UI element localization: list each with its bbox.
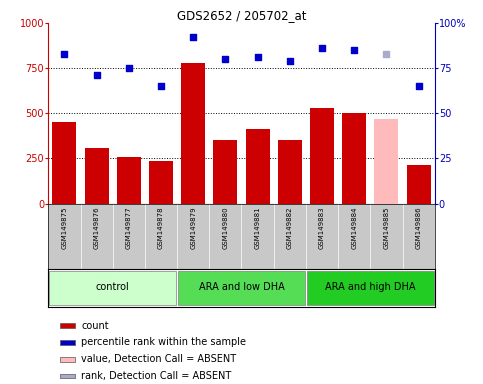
Bar <box>60 323 75 328</box>
Bar <box>49 271 176 305</box>
Bar <box>60 340 75 345</box>
Text: ARA and low DHA: ARA and low DHA <box>199 282 284 292</box>
Bar <box>342 113 366 204</box>
Point <box>415 83 423 89</box>
Bar <box>213 141 238 204</box>
Bar <box>149 161 173 204</box>
Text: GSM149879: GSM149879 <box>190 206 196 249</box>
Text: GSM149876: GSM149876 <box>94 206 99 249</box>
Point <box>93 72 100 78</box>
Bar <box>407 165 431 204</box>
Bar <box>181 63 205 204</box>
Point <box>60 51 68 57</box>
Text: rank, Detection Call = ABSENT: rank, Detection Call = ABSENT <box>81 371 231 381</box>
Text: GSM149886: GSM149886 <box>415 206 422 249</box>
Bar <box>245 129 270 204</box>
Text: percentile rank within the sample: percentile rank within the sample <box>81 338 246 348</box>
Text: value, Detection Call = ABSENT: value, Detection Call = ABSENT <box>81 354 237 364</box>
Text: GSM149880: GSM149880 <box>222 206 228 249</box>
Point <box>222 56 229 62</box>
Text: GSM149875: GSM149875 <box>61 206 68 248</box>
Bar <box>60 357 75 362</box>
Bar <box>117 157 141 204</box>
Point <box>318 45 326 51</box>
Text: count: count <box>81 321 109 331</box>
Text: GSM149877: GSM149877 <box>126 206 132 249</box>
Bar <box>278 141 302 204</box>
Text: GSM149885: GSM149885 <box>384 206 389 248</box>
Bar <box>310 108 334 204</box>
Text: GSM149884: GSM149884 <box>351 206 357 248</box>
Point <box>157 83 165 89</box>
Point <box>350 47 358 53</box>
Title: GDS2652 / 205702_at: GDS2652 / 205702_at <box>177 9 306 22</box>
Bar <box>60 374 75 378</box>
Point <box>383 51 390 57</box>
Point <box>286 58 294 64</box>
Text: GSM149881: GSM149881 <box>255 206 261 249</box>
Text: GSM149878: GSM149878 <box>158 206 164 249</box>
Text: GSM149882: GSM149882 <box>287 206 293 248</box>
Point <box>254 54 261 60</box>
Text: ARA and high DHA: ARA and high DHA <box>325 282 415 292</box>
Text: control: control <box>96 282 129 292</box>
Point <box>125 65 133 71</box>
Bar <box>85 147 109 204</box>
Bar <box>307 271 434 305</box>
Bar <box>374 119 398 204</box>
Bar <box>178 271 305 305</box>
Bar <box>52 122 76 204</box>
Text: GSM149883: GSM149883 <box>319 206 325 249</box>
Point <box>189 35 197 41</box>
